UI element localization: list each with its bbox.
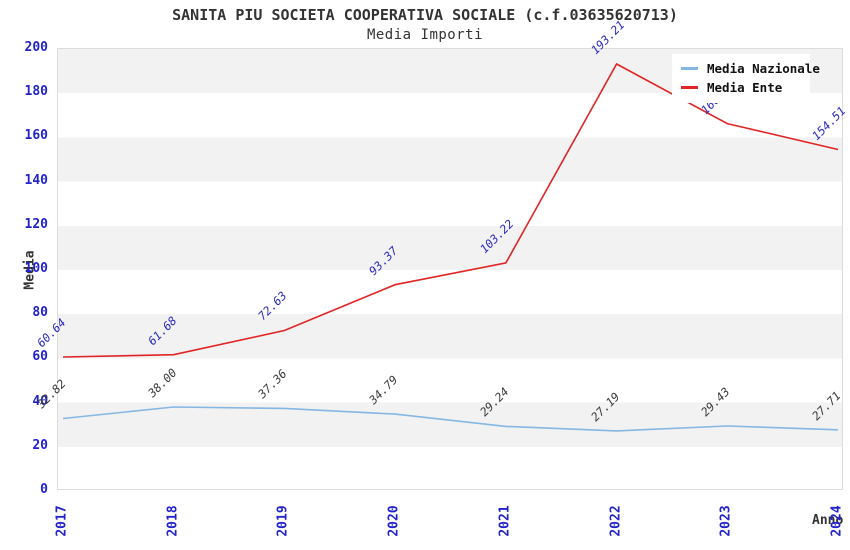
legend-item-media-nazionale: Media Nazionale — [681, 59, 820, 78]
y-tick-label: 80 — [32, 305, 48, 321]
legend-line-swatch — [681, 67, 698, 70]
x-tick-label: 2021 — [497, 505, 513, 537]
x-tick-label: 2020 — [386, 505, 402, 537]
legend: Media Nazionale Media Ente — [672, 54, 820, 103]
x-tick-label: 2024 — [829, 505, 845, 537]
legend-label: Media Nazionale — [707, 61, 820, 76]
chart-title: SANITA PIU SOCIETA COOPERATIVA SOCIALE (… — [172, 6, 678, 24]
chart-subtitle: Media Importi — [366, 27, 484, 43]
y-tick-label: 180 — [24, 84, 48, 100]
x-tick-label: 2017 — [54, 505, 70, 537]
y-tick-label: 140 — [24, 172, 48, 188]
y-tick-label: 200 — [24, 40, 48, 55]
y-tick-label: 60 — [32, 349, 48, 365]
x-tick-label: 2022 — [608, 505, 624, 537]
y-tick-label: 40 — [32, 393, 48, 409]
x-tick-label: 2023 — [718, 505, 734, 537]
series-line-media-nazionale — [62, 406, 839, 432]
legend-line-swatch — [681, 86, 698, 89]
y-tick-label: 20 — [32, 437, 48, 453]
x-axis-title: Anno — [812, 513, 844, 528]
series-line-media-ente — [62, 62, 839, 358]
y-tick-label: 100 — [24, 261, 48, 276]
x-tick-label: 2018 — [165, 505, 181, 537]
line-series-svg — [62, 62, 839, 432]
legend-item-media-ente: Media Ente — [681, 78, 801, 97]
plot-area — [57, 48, 843, 490]
y-tick-label: 120 — [24, 216, 48, 232]
y-tick-label: 0 — [40, 482, 48, 497]
y-tick-label: 160 — [24, 128, 48, 144]
legend-label: Media Ente — [707, 80, 783, 95]
x-tick-label: 2019 — [275, 505, 291, 537]
